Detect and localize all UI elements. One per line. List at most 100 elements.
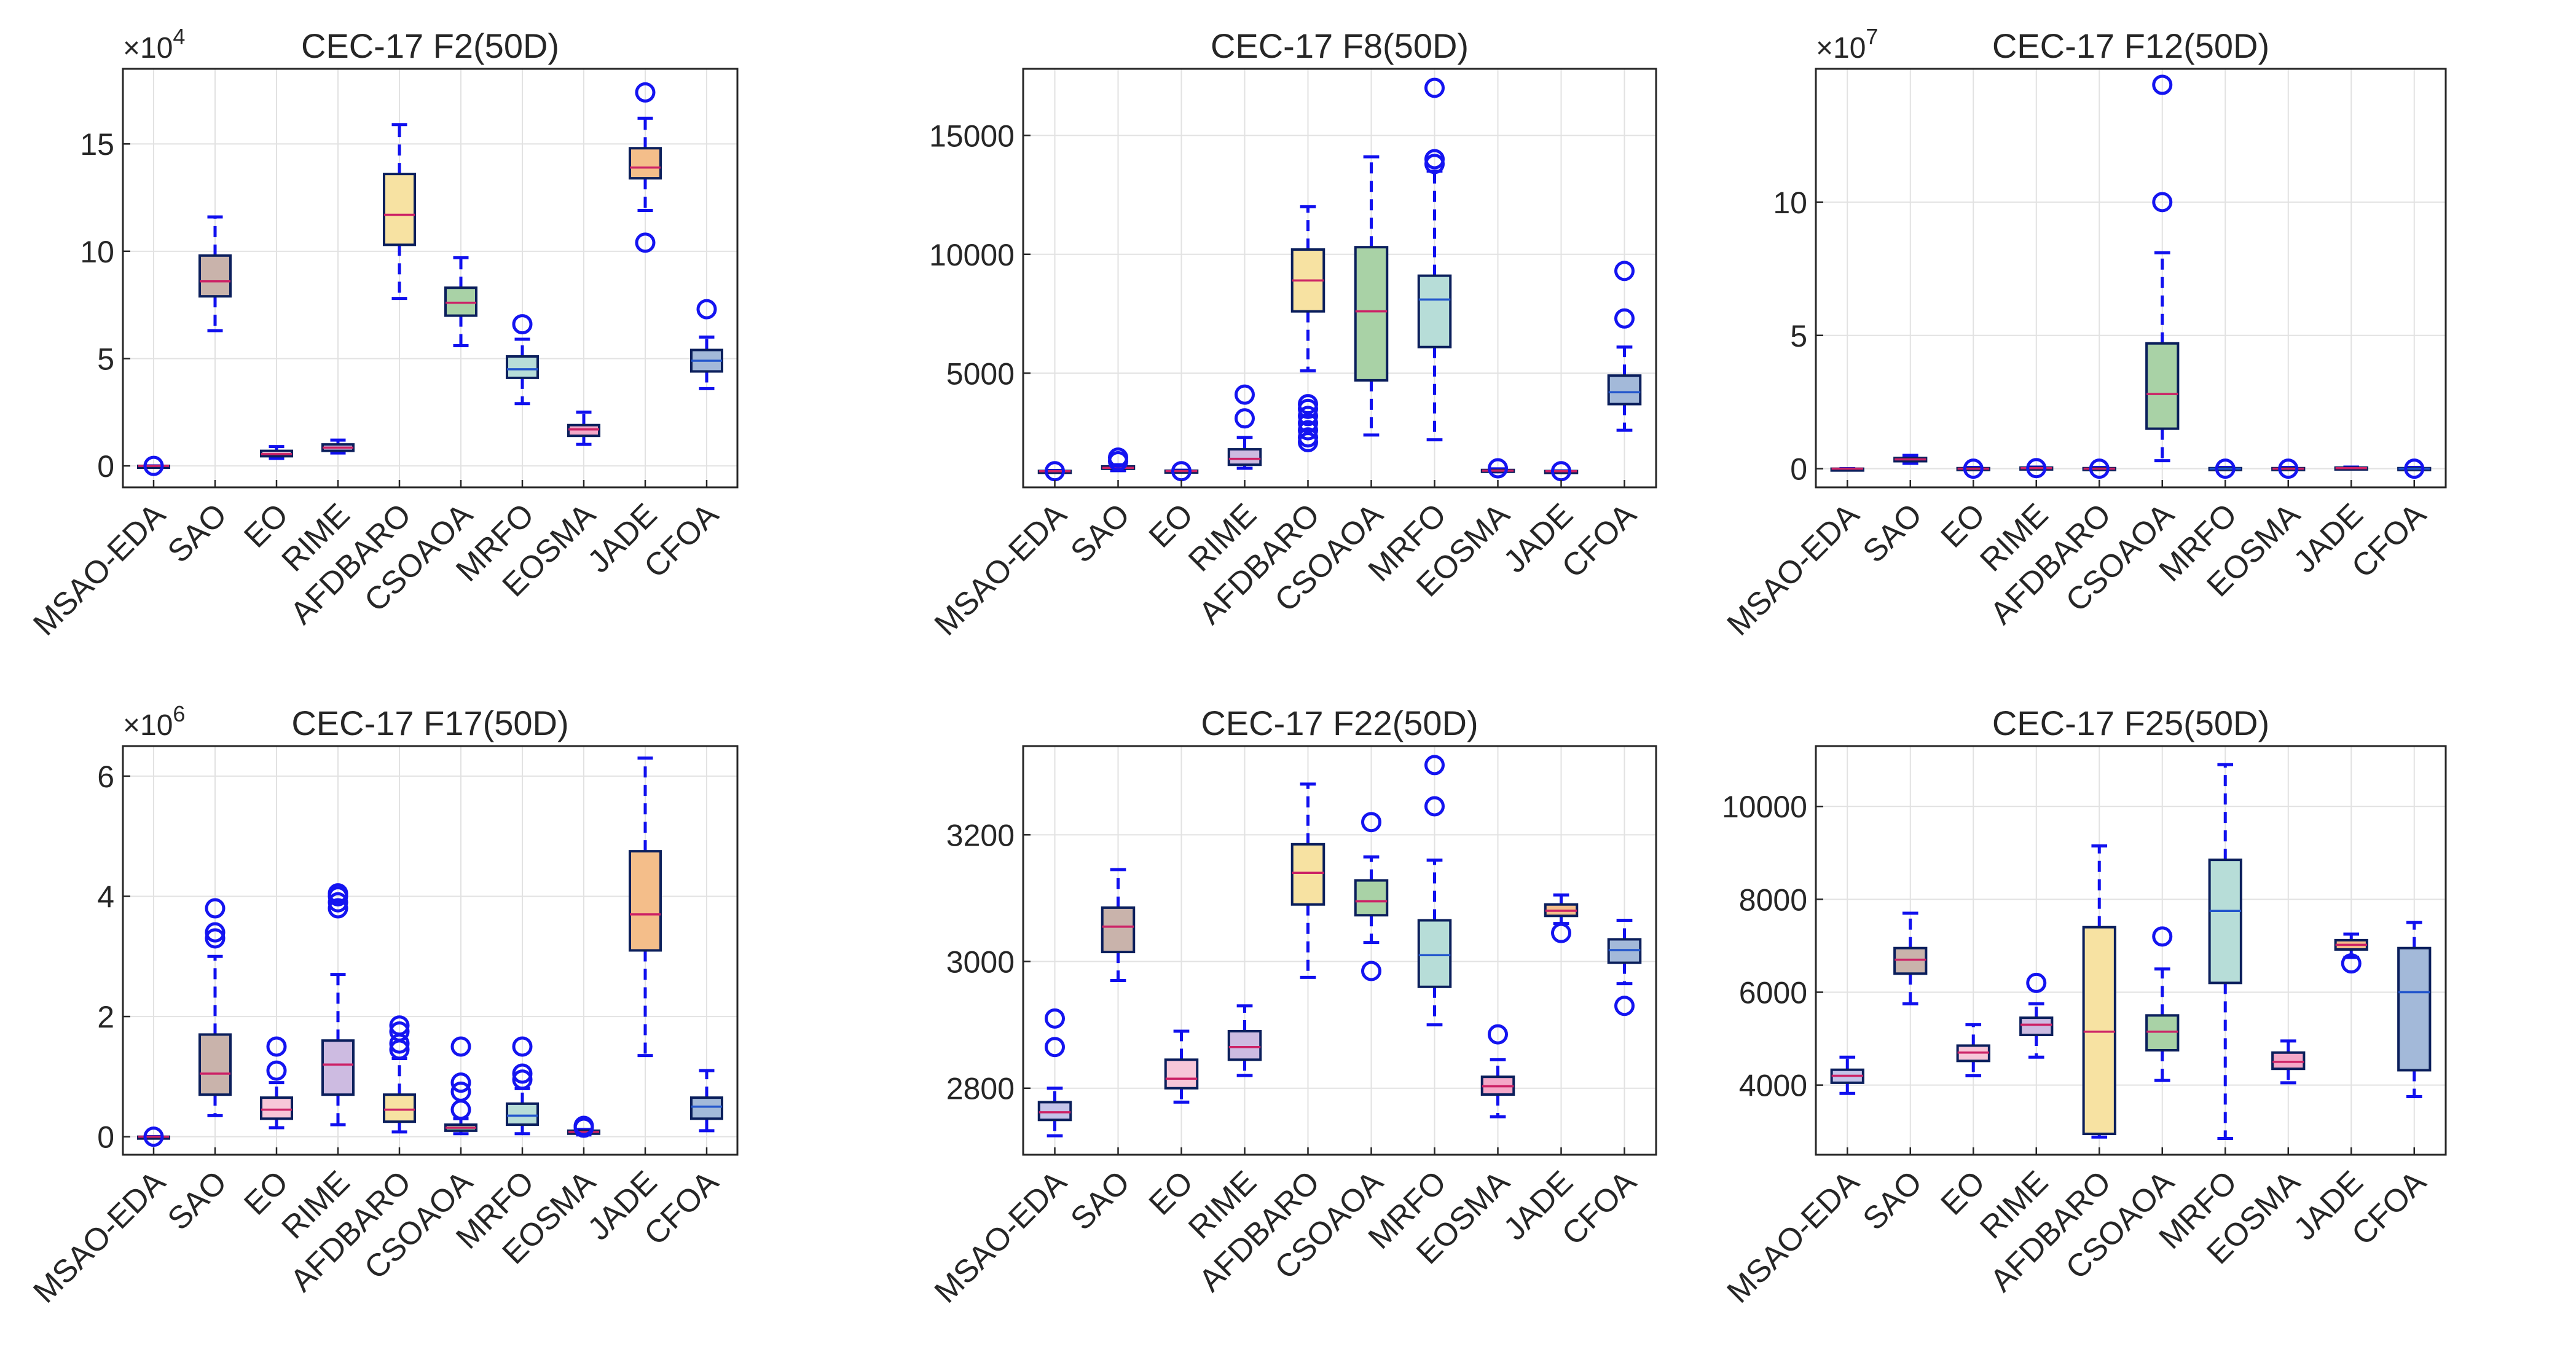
- box-SAO: [1893, 454, 1928, 465]
- box-iqr: [2145, 1014, 2180, 1051]
- box-CFOA: [1607, 919, 1642, 1016]
- box-MSAO-EDA: [1037, 461, 1072, 482]
- box-MRFO: [506, 314, 539, 406]
- box-CFOA: [2397, 458, 2432, 479]
- outlier-point: [1614, 996, 1635, 1016]
- box-iqr: [2271, 1051, 2306, 1071]
- outlier-point: [1045, 1037, 1065, 1058]
- outlier-point: [2152, 74, 2173, 95]
- x-tick-label: CFOA: [1555, 497, 1643, 584]
- y-tick-label: 3200: [946, 818, 1015, 852]
- y-tick-label: 10000: [1722, 790, 1807, 824]
- box-iqr: [690, 1096, 723, 1120]
- y-tick-label: 10000: [929, 238, 1015, 272]
- outlier-point: [1298, 431, 1318, 452]
- box-iqr: [1290, 843, 1325, 906]
- box-iqr: [1101, 906, 1136, 954]
- box-EOSMA: [2271, 1039, 2306, 1085]
- box-iqr: [506, 1102, 539, 1126]
- axis-exponent-label: ×106: [123, 701, 185, 742]
- x-tick-label: MSAO-EDA: [1721, 1164, 1866, 1310]
- y-tick-label: 5: [1790, 319, 1807, 353]
- box-iqr: [383, 173, 416, 246]
- box-CSOAOA: [2145, 926, 2180, 1082]
- outlier-point: [1614, 261, 1635, 281]
- outlier-point: [2278, 458, 2299, 479]
- box-MSAO-EDA: [1830, 467, 1864, 472]
- box-MRFO: [2208, 763, 2242, 1141]
- box-RIME: [1227, 384, 1262, 470]
- plot-area: [1023, 69, 1656, 487]
- box-iqr: [1893, 946, 1928, 975]
- box-iqr: [1417, 274, 1452, 348]
- y-tick-label: 6: [97, 760, 114, 794]
- y-tick-label: 0: [97, 449, 114, 484]
- box-iqr: [1417, 919, 1452, 988]
- box-iqr: [1037, 1101, 1072, 1122]
- box-iqr: [1354, 879, 1389, 917]
- outlier-point: [2341, 953, 2362, 974]
- y-tick-label: 0: [1790, 452, 1807, 487]
- box-MSAO-EDA: [1037, 1008, 1072, 1138]
- y-tick-label: 15000: [929, 119, 1015, 153]
- box-EOSMA: [567, 1115, 600, 1138]
- outlier-point: [266, 1036, 287, 1057]
- box-EOSMA: [1480, 458, 1515, 479]
- chart-title: CEC-17 F25(50D): [1992, 704, 2269, 742]
- y-tick-label: 10: [80, 235, 114, 269]
- chart-title: CEC-17 F22(50D): [1201, 704, 1478, 742]
- axes-frame: [122, 745, 739, 1156]
- outlier-point: [143, 1126, 164, 1147]
- outlier-point: [1488, 1024, 1508, 1045]
- box-CSOAOA: [1354, 155, 1389, 437]
- x-tick-label: CFOA: [2345, 497, 2433, 584]
- y-tick-label: 8000: [1739, 882, 1807, 917]
- outlier-point: [2215, 458, 2236, 479]
- x-tick-label: SAO: [161, 1164, 234, 1237]
- box-EO: [1956, 458, 1990, 479]
- axis-exponent-label: ×104: [123, 24, 185, 65]
- outlier-point: [1171, 461, 1192, 482]
- x-tick-label: SAO: [1064, 497, 1137, 570]
- outlier-point: [635, 232, 656, 253]
- box-JADE: [629, 757, 662, 1058]
- outlier-point: [2026, 458, 2047, 479]
- outlier-point: [512, 1069, 533, 1090]
- outlier-point: [1045, 461, 1065, 482]
- outlier-point: [1108, 447, 1128, 468]
- x-tick-label: MSAO-EDA: [928, 497, 1074, 642]
- box-iqr: [2145, 342, 2180, 430]
- box-MRFO: [1417, 77, 1452, 442]
- axis-exponent-power: 6: [173, 701, 185, 726]
- x-tick-label: SAO: [161, 497, 234, 570]
- chart-title: CEC-17 F12(50D): [1992, 26, 2269, 65]
- outlier-point: [1614, 308, 1635, 329]
- axes-frame: [1815, 68, 2447, 489]
- box-iqr: [1354, 246, 1389, 382]
- y-tick-label: 4000: [1739, 1069, 1807, 1103]
- chart-title: CEC-17 F8(50D): [1211, 26, 1469, 65]
- outlier-point: [2026, 972, 2047, 993]
- x-tick-label: MSAO-EDA: [26, 497, 172, 642]
- y-tick-label: 5: [97, 342, 114, 376]
- box-iqr: [260, 1096, 293, 1120]
- box-iqr: [2082, 926, 2116, 1135]
- axis-exponent-power: 7: [1866, 24, 1878, 49]
- outlier-point: [205, 928, 226, 949]
- box-SAO: [198, 215, 232, 332]
- x-tick-label: MSAO-EDA: [26, 1164, 172, 1310]
- box-iqr: [2397, 946, 2432, 1072]
- outlier-point: [2152, 926, 2173, 947]
- box-EO: [260, 1036, 293, 1130]
- box-MSAO-EDA: [1830, 1055, 1864, 1095]
- box-EO: [260, 445, 293, 460]
- box-RIME: [321, 883, 355, 1126]
- box-CSOAOA: [2145, 74, 2180, 463]
- box-RIME: [2019, 972, 2054, 1059]
- outlier-point: [2404, 458, 2425, 479]
- outlier-point: [2089, 458, 2110, 479]
- outlier-point: [696, 299, 717, 320]
- outlier-point: [450, 1036, 471, 1057]
